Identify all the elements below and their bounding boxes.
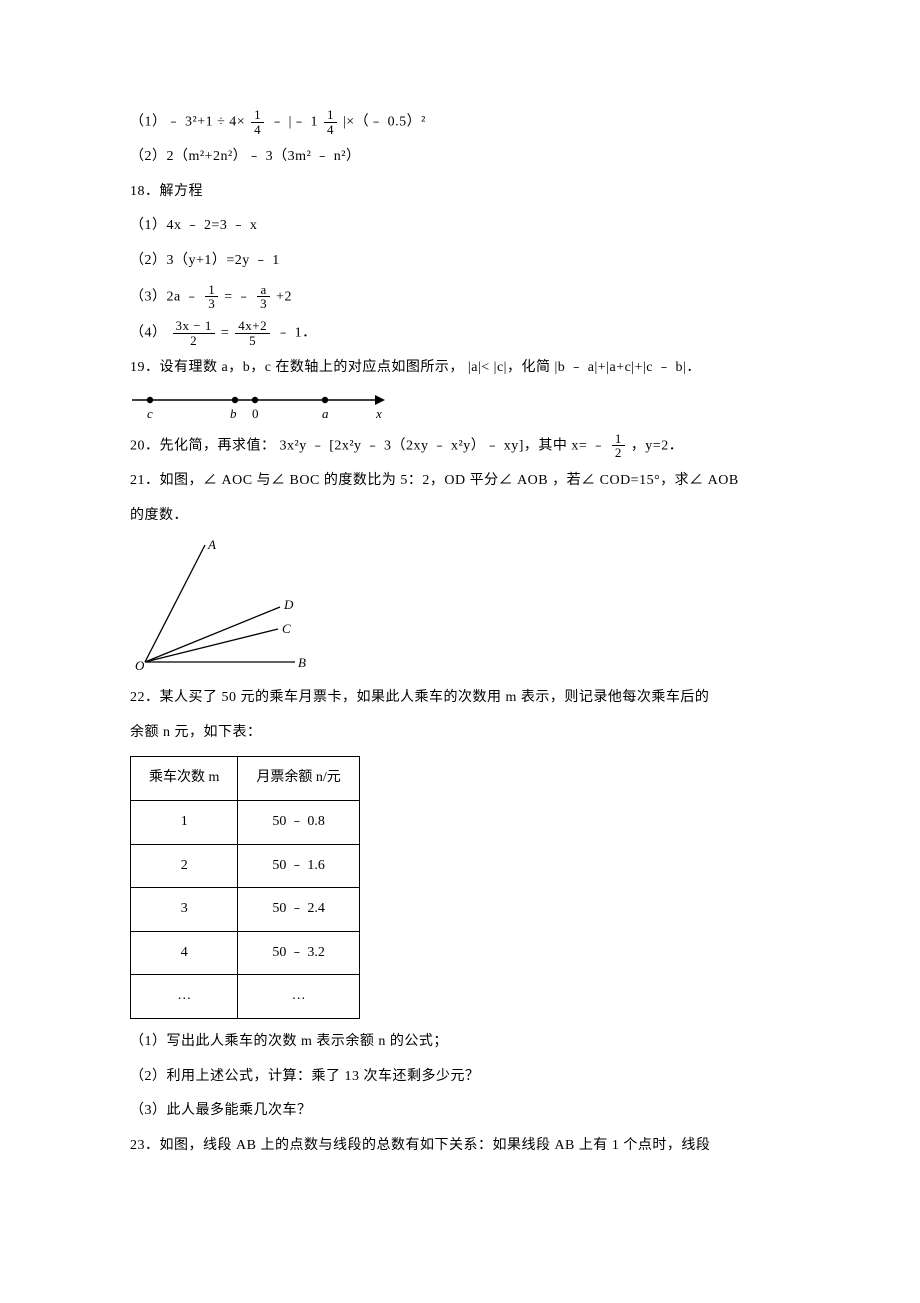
svg-text:b: b (230, 406, 237, 421)
table-row: 3 50 ﹣ 2.4 (131, 888, 360, 932)
table-row: 1 50 ﹣ 0.8 (131, 801, 360, 845)
frac-1-4-b: 1 4 (324, 108, 337, 136)
svg-text:a: a (322, 406, 329, 421)
number-line-svg: c b 0 a x (130, 390, 390, 424)
table-row: 乘车次数 m 月票余额 n/元 (131, 757, 360, 801)
q20-tail: ，y=2． (631, 438, 683, 453)
svg-text:x: x (375, 406, 382, 421)
q18-p4-pre: （4） (130, 325, 167, 340)
q18-p3-mid: = ﹣ (224, 289, 255, 304)
svg-text:C: C (282, 621, 291, 636)
q17-part2: （2）2（m²+2n²）﹣ 3（3m² ﹣ n²） (130, 144, 790, 171)
q20-line: 20．先化简，再求值： 3x²y ﹣ [2x²y ﹣ 3（2xy ﹣ x²y）﹣… (130, 432, 790, 460)
table-header-m: 乘车次数 m (131, 757, 238, 801)
q17-p1-mid: ﹣ |﹣ 1 (270, 114, 318, 129)
svg-text:B: B (298, 655, 306, 670)
frac-3x-1-2: 3x − 1 2 (173, 319, 215, 347)
q21-line2: 的度数． (130, 503, 790, 530)
q22-sub1: （1）写出此人乘车的次数 m 表示余额 n 的公式； (130, 1029, 790, 1056)
angle-figure: O A B C D (130, 537, 790, 677)
table-row: … … (131, 975, 360, 1019)
q22-line2: 余额 n 元，如下表： (130, 720, 790, 747)
q18-p3: （3）2a ﹣ 1 3 = ﹣ a 3 +2 (130, 283, 790, 311)
q19-text: 19．设有理数 a，b，c 在数轴上的对应点如图所示， |a|< |c|，化简 … (130, 355, 790, 382)
table-row: 2 50 ﹣ 1.6 (131, 844, 360, 888)
table-row: 4 50 ﹣ 3.2 (131, 931, 360, 975)
q22-line1: 22．某人买了 50 元的乘车月票卡，如果此人乘车的次数用 m 表示，则记录他每… (130, 685, 790, 712)
q17-p1-tail: |×（﹣ 0.5）² (343, 114, 426, 129)
table-header-n: 月票余额 n/元 (238, 757, 359, 801)
frac-1-4-a: 1 4 (251, 108, 264, 136)
q18-p4-tail: ﹣ 1． (276, 325, 317, 340)
svg-text:c: c (147, 406, 153, 421)
angle-svg: O A B C D (130, 537, 310, 677)
svg-text:0: 0 (252, 406, 259, 421)
q18-p4: （4） 3x − 1 2 = 4x+2 5 ﹣ 1． (130, 319, 790, 347)
q18-title: 18．解方程 (130, 179, 790, 206)
q17-p1-pre: （1）﹣ 3²+1 ÷ 4× (130, 114, 245, 129)
svg-text:A: A (207, 537, 216, 552)
q20-pre: 20．先化简，再求值： 3x²y ﹣ [2x²y ﹣ 3（2xy ﹣ x²y）﹣… (130, 438, 610, 453)
frac-a-3: a 3 (257, 283, 270, 311)
q18-p3-pre: （3）2a ﹣ (130, 289, 203, 304)
q21-line1: 21．如图，∠ AOC 与∠ BOC 的度数比为 5：2，OD 平分∠ AOB … (130, 468, 790, 495)
q22-table: 乘车次数 m 月票余额 n/元 1 50 ﹣ 0.8 2 50 ﹣ 1.6 3 … (130, 756, 360, 1019)
svg-text:D: D (283, 597, 294, 612)
frac-4x2-5: 4x+2 5 (235, 319, 270, 347)
q22-sub2: （2）利用上述公式，计算：乘了 13 次车还剩多少元？ (130, 1064, 790, 1091)
svg-text:O: O (135, 658, 145, 673)
q18-p2: （2）3（y+1）=2y ﹣ 1 (130, 248, 790, 275)
page-root: （1）﹣ 3²+1 ÷ 4× 1 4 ﹣ |﹣ 1 1 4 |×（﹣ 0.5）²… (0, 0, 920, 1303)
frac-1-2: 1 2 (612, 432, 625, 460)
number-line-figure: c b 0 a x (130, 390, 790, 424)
q18-p4-mid: = (221, 325, 229, 340)
q18-p3-tail: +2 (276, 289, 292, 304)
q18-p1: （1）4x ﹣ 2=3 ﹣ x (130, 213, 790, 240)
q23-text: 23．如图，线段 AB 上的点数与线段的总数有如下关系：如果线段 AB 上有 1… (130, 1133, 790, 1160)
frac-1-3: 1 3 (205, 283, 218, 311)
q17-part1: （1）﹣ 3²+1 ÷ 4× 1 4 ﹣ |﹣ 1 1 4 |×（﹣ 0.5）² (130, 108, 790, 136)
q22-sub3: （3）此人最多能乘几次车？ (130, 1098, 790, 1125)
